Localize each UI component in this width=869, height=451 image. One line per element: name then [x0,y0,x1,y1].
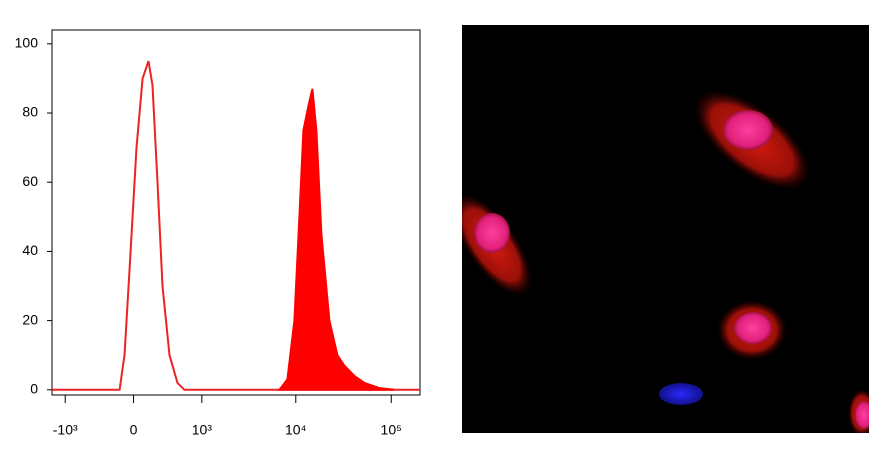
y-tick-label: 80 [22,104,38,120]
y-tick-label: 100 [15,35,39,51]
nucleus [855,401,869,429]
histogram-outline [52,60,420,391]
nucleus [734,312,772,344]
y-tick-label: 40 [22,242,38,258]
y-tick-label: 0 [30,381,38,397]
nucleus [474,213,510,253]
x-tick-label: -10³ [53,422,78,438]
x-tick-label: 10³ [192,422,213,438]
y-tick-label: 20 [22,311,38,327]
histogram-chart: 0 20 40 60 80 100 -10³ 0 10³ 10⁴ 10⁵ [15,29,421,438]
histogram-area [277,88,395,391]
x-tick-label: 10⁴ [285,422,307,438]
nucleus [723,110,773,150]
micrograph [462,25,869,433]
x-tick-label: 10⁵ [381,422,402,438]
y-tick-label: 60 [22,173,38,189]
nucleus-blue [659,383,703,405]
image-background [462,25,869,433]
plot-frame [51,29,421,396]
x-tick-label: 0 [130,422,138,438]
